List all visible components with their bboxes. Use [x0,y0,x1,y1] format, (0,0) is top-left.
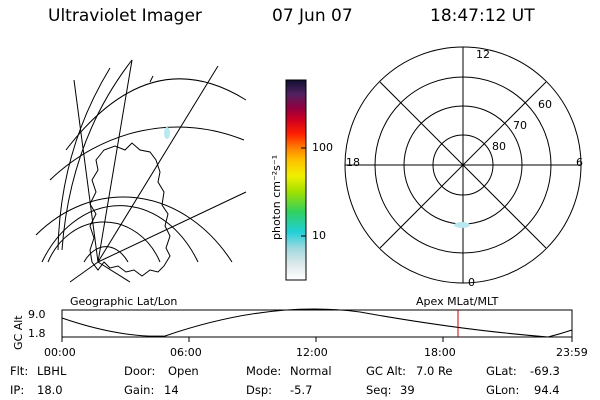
orbit-altitude-curve [61,308,573,338]
colorbar-label-10: 10 [312,229,326,242]
gc-alt-value: 7.0 Re [416,364,453,378]
door-label: Door: [124,364,156,378]
orbit-y-max: 9.0 [28,308,46,321]
lat-circle-1 [47,221,161,263]
gain-value: 14 [164,383,179,397]
orbit-frame [61,309,573,338]
time-label: 18:47:12 UT [430,6,535,26]
meridian-3 [97,59,133,263]
ip-label: IP: [10,383,25,397]
mlat-label-80: 80 [492,140,506,153]
meridian-4 [73,79,99,263]
glat-label: GLat: [486,364,517,378]
mlt-label-18: 18 [346,156,360,169]
gain-label: Gain: [124,383,155,397]
lat-circle-3 [35,196,233,263]
aurora-patch-right [454,222,470,228]
meridian-5 [97,261,131,283]
gc-alt-label: GC Alt: [366,364,407,378]
app-title: Ultraviolet Imager [48,6,202,26]
meridian-1 [97,191,247,263]
mlt-label-0: 0 [468,276,475,289]
glat-value: -69.3 [530,364,560,378]
mlat-label-70: 70 [513,119,527,132]
mlt-label-6: 6 [576,156,583,169]
meridian-2 [97,65,219,263]
polar-plot [344,46,582,284]
door-value: Open [168,364,199,378]
mode-value: Normal [290,364,332,378]
limb-2 [57,67,111,251]
orbit-x-tick-3: 18:00 [424,346,456,359]
dsp-label: Dsp: [246,383,273,397]
seq-value: 39 [400,383,415,397]
orbit-y-min: 1.8 [28,327,46,340]
limb-tick [149,75,154,83]
seq-label: Seq: [366,383,392,397]
mlt-label-12: 12 [476,48,490,61]
orbit-x-tick-2: 12:00 [296,346,328,359]
filter-label: Flt: [10,364,29,378]
mode-label: Mode: [246,364,282,378]
orbit-ylabel: GC Alt [12,315,25,350]
date-label: 07 Jun 07 [272,6,353,26]
coastline [89,142,171,277]
glon-label: GLon: [486,383,520,397]
orbit-x-tick-0: 00:00 [44,346,76,359]
lat-circle-4 [49,126,245,181]
orbit-plot [61,308,573,342]
filter-value: LBHL [37,364,67,378]
mlat-label-60: 60 [538,98,552,111]
lat-circle-0 [83,246,129,263]
glon-value: 94.4 [534,383,560,397]
colorbar [285,79,307,281]
diag-2 [379,81,547,249]
ip-value: 18.0 [37,383,63,397]
dsp-value: -5.7 [290,383,313,397]
geographic-map [35,59,247,283]
meridian-6 [69,261,99,283]
orbit-x-tick-4: 23:59 [556,346,588,359]
orbit-x-tick-1: 06:00 [170,346,202,359]
colorbar-unit-label: photon cm⁻²s⁻¹ [270,154,283,240]
apex-panel-label: Apex MLat/MLT [416,295,499,308]
lat-circle-2 [41,205,199,263]
aurora-patch-left [164,127,170,139]
limb-1 [61,59,133,251]
geographic-panel-label: Geographic Lat/Lon [70,295,178,308]
lat-circle-5 [65,78,247,151]
colorbar-label-100: 100 [312,141,333,154]
